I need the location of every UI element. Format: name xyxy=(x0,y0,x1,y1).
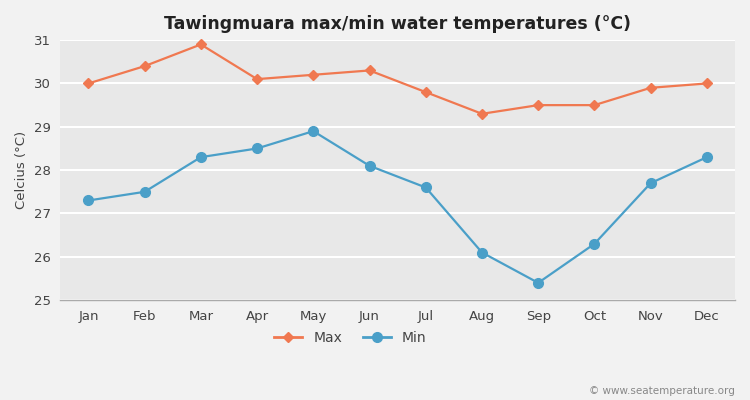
Legend: Max, Min: Max, Min xyxy=(268,325,432,350)
Text: © www.seatemperature.org: © www.seatemperature.org xyxy=(590,386,735,396)
Y-axis label: Celcius (°C): Celcius (°C) xyxy=(15,131,28,209)
Title: Tawingmuara max/min water temperatures (°C): Tawingmuara max/min water temperatures (… xyxy=(164,15,632,33)
